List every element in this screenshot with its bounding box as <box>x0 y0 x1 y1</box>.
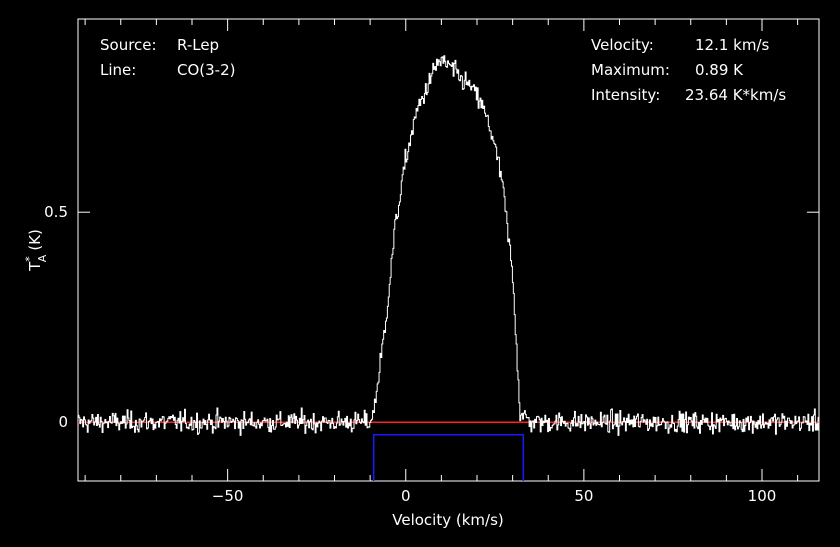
maximum-value: 0.89 K <box>695 61 744 79</box>
x-axis-label: Velocity (km/s) <box>392 511 503 529</box>
intensity-label: Intensity: <box>591 86 660 104</box>
velocity-value: 12.1 km/s <box>695 36 770 54</box>
y-axis-label-unit: (K) <box>26 229 44 251</box>
x-tick-label: 50 <box>574 487 593 505</box>
source-label: Source: <box>100 36 157 54</box>
y-tick-label: 0 <box>58 413 68 431</box>
svg-text:T*A(K): T*A (K) <box>23 229 49 272</box>
y-axis-label-main: T <box>26 261 44 272</box>
integration-window <box>372 434 525 481</box>
line-value: CO(3-2) <box>177 61 235 79</box>
intensity-value: 23.64 K*km/s <box>685 86 786 104</box>
x-tick-label: 0 <box>401 487 411 505</box>
y-tick-label: 0.5 <box>44 203 68 221</box>
axis-tick-labels: −50 0 50 100 0 0.5 <box>44 203 776 505</box>
plot-frame <box>77 18 820 482</box>
line-label: Line: <box>100 61 136 79</box>
spectrum-series <box>78 55 819 436</box>
x-tick-label: 100 <box>748 487 777 505</box>
source-value: R-Lep <box>177 36 219 54</box>
velocity-label: Velocity: <box>591 36 654 54</box>
y-axis-label-sup: * <box>23 256 36 262</box>
maximum-label: Maximum: <box>591 61 670 79</box>
x-tick-label: −50 <box>212 487 244 505</box>
y-axis-label: T*A (K) <box>23 229 49 272</box>
y-axis-label-sub: A <box>36 254 49 262</box>
